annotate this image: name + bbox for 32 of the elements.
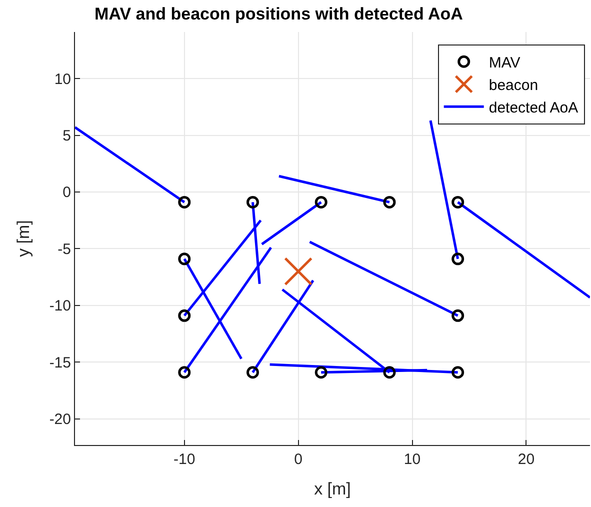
y-axis-title: y [m] [14,220,33,257]
point [178,252,191,266]
point [246,196,259,208]
y-tick-label: 10 [54,70,71,88]
x-tick-label: 20 [518,451,535,468]
point [452,196,464,208]
point [284,257,313,286]
point [178,196,191,208]
x-axis-title: x [m] [314,479,351,498]
point [383,366,396,379]
point [314,366,328,379]
chart-title: MAV and beacon positions with detected AoA [94,4,463,24]
legend-label: MAV [488,54,520,72]
y-tick-label: -15 [49,354,71,372]
y-tick-label: -5 [58,240,71,258]
point [452,252,464,266]
y-tick-label: -20 [49,411,71,428]
point [178,309,191,322]
legend-label: detected AoA [488,99,578,116]
y-tick-label: 5 [62,128,71,144]
point [383,196,396,208]
point [314,196,328,208]
point [246,366,259,379]
point [452,366,464,379]
y-tick-label: -10 [49,298,71,315]
y-tick-label: 0 [62,184,71,202]
x-tick-label: -10 [174,451,196,468]
x-tick-label: 0 [294,451,302,468]
point [452,309,464,322]
point [178,366,191,379]
legend-label: beacon [488,76,538,94]
x-tick-label: 10 [404,451,421,468]
